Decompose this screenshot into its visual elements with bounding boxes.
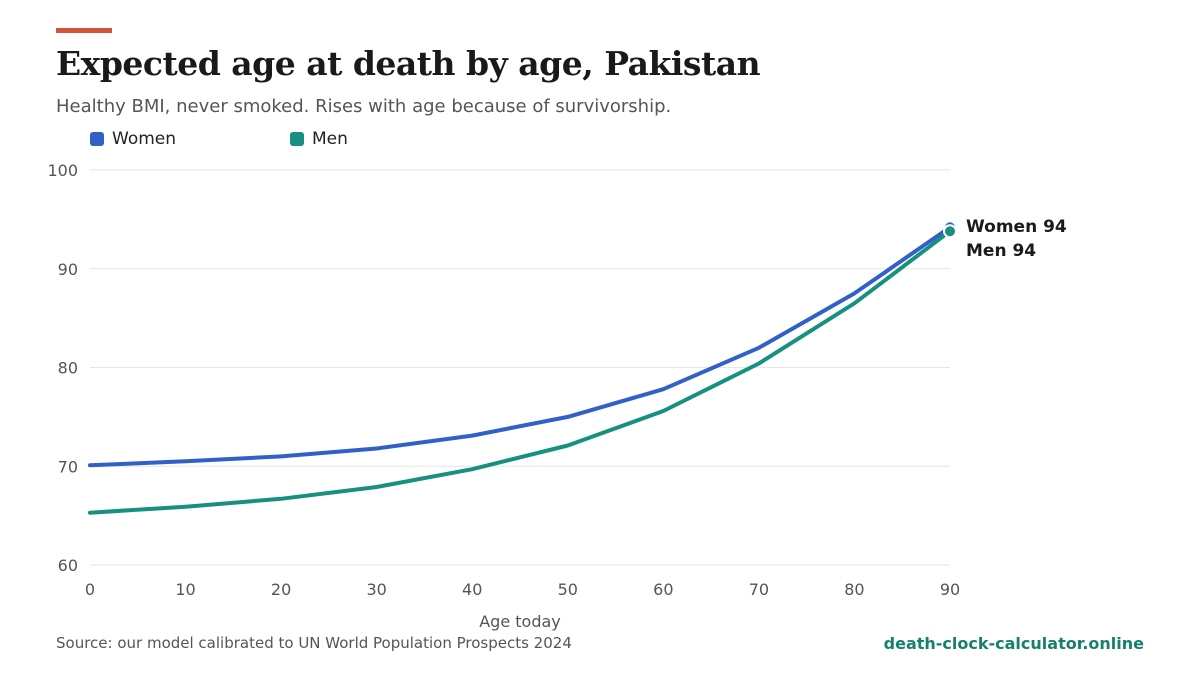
series-line-women bbox=[88, 225, 952, 468]
y-tick-label-70: 70 bbox=[58, 457, 78, 476]
legend-item-women: Women bbox=[90, 129, 176, 149]
axis-layer: 60 70 80 90 100 0 10 20 30 40 50 60 70 80 90 Age today bbox=[47, 161, 960, 631]
source-note: Source: our model calibrated to UN World… bbox=[56, 634, 572, 652]
y-tick-label-60: 60 bbox=[58, 556, 78, 575]
x-tick-label-20: 20 bbox=[271, 580, 291, 599]
end-label-men: Men 94 bbox=[966, 241, 1036, 261]
x-tick-label-10: 10 bbox=[175, 580, 195, 599]
brand-link[interactable]: death-clock-calculator.online bbox=[883, 634, 1144, 653]
chart-subtitle: Healthy BMI, never smoked. Rises with ag… bbox=[56, 96, 672, 117]
series-line-men bbox=[88, 229, 952, 515]
y-tick-label-80: 80 bbox=[58, 359, 78, 378]
x-tick-label-90: 90 bbox=[940, 580, 960, 599]
legend-label-women: Women bbox=[112, 129, 177, 149]
y-tick-label-100: 100 bbox=[47, 161, 78, 180]
accent-bar bbox=[56, 28, 112, 33]
legend-swatch-women bbox=[90, 132, 104, 146]
x-tick-label-70: 70 bbox=[749, 580, 769, 599]
x-axis-label: Age today bbox=[479, 612, 561, 631]
x-tick-label-0: 0 bbox=[85, 580, 95, 599]
x-tick-label-30: 30 bbox=[366, 580, 386, 599]
x-tick-label-50: 50 bbox=[558, 580, 578, 599]
series-endpoint-men bbox=[943, 224, 957, 239]
end-label-layer: Women 94 Men 94 bbox=[966, 217, 1067, 261]
x-tick-label-60: 60 bbox=[653, 580, 673, 599]
x-tick-label-80: 80 bbox=[844, 580, 864, 599]
chart-title: Expected age at death by age, Pakistan bbox=[56, 44, 761, 83]
x-tick-label-40: 40 bbox=[462, 580, 482, 599]
legend-swatch-men bbox=[290, 132, 304, 146]
end-label-women: Women 94 bbox=[966, 217, 1067, 237]
y-tick-label-90: 90 bbox=[58, 260, 78, 279]
grid-layer bbox=[90, 169, 950, 566]
legend-label-men: Men bbox=[312, 129, 348, 149]
legend-item-men: Men bbox=[290, 129, 348, 149]
series-layer bbox=[88, 220, 957, 515]
